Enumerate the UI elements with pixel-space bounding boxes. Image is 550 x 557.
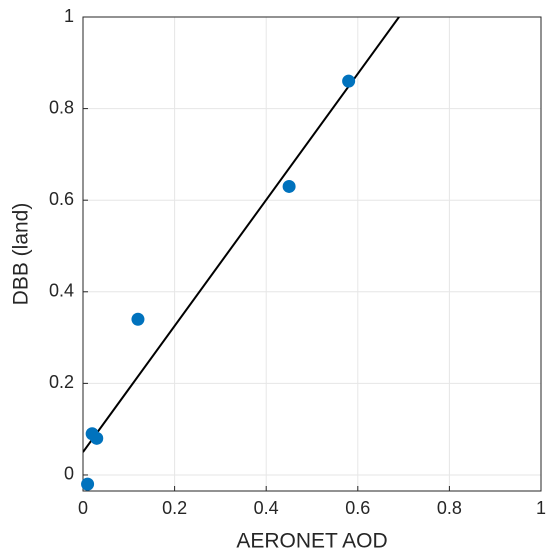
x-tick-label: 0.2 xyxy=(162,498,187,518)
y-tick-label: 0 xyxy=(64,464,74,484)
x-tick-label: 0.6 xyxy=(345,498,370,518)
y-tick-label: 0.8 xyxy=(49,97,74,117)
point xyxy=(342,74,356,88)
x-tick-label: 0 xyxy=(78,498,88,518)
x-tick-label: 1 xyxy=(536,498,546,518)
point xyxy=(282,179,296,193)
x-axis-label: AERONET AOD xyxy=(236,530,387,553)
y-axis-label: DBB (land) xyxy=(10,203,33,306)
y-tick-label: 0.4 xyxy=(49,281,74,301)
x-tick-label: 0.8 xyxy=(437,498,462,518)
x-tick-label: 0.4 xyxy=(254,498,279,518)
y-tick-label: 0.6 xyxy=(49,189,74,209)
point xyxy=(90,431,104,445)
plot-frame xyxy=(82,16,542,492)
point xyxy=(131,312,145,326)
point xyxy=(81,477,95,491)
y-tick-label: 0.2 xyxy=(49,372,74,392)
y-tick-label: 1 xyxy=(64,6,74,26)
fit-line xyxy=(83,17,400,453)
